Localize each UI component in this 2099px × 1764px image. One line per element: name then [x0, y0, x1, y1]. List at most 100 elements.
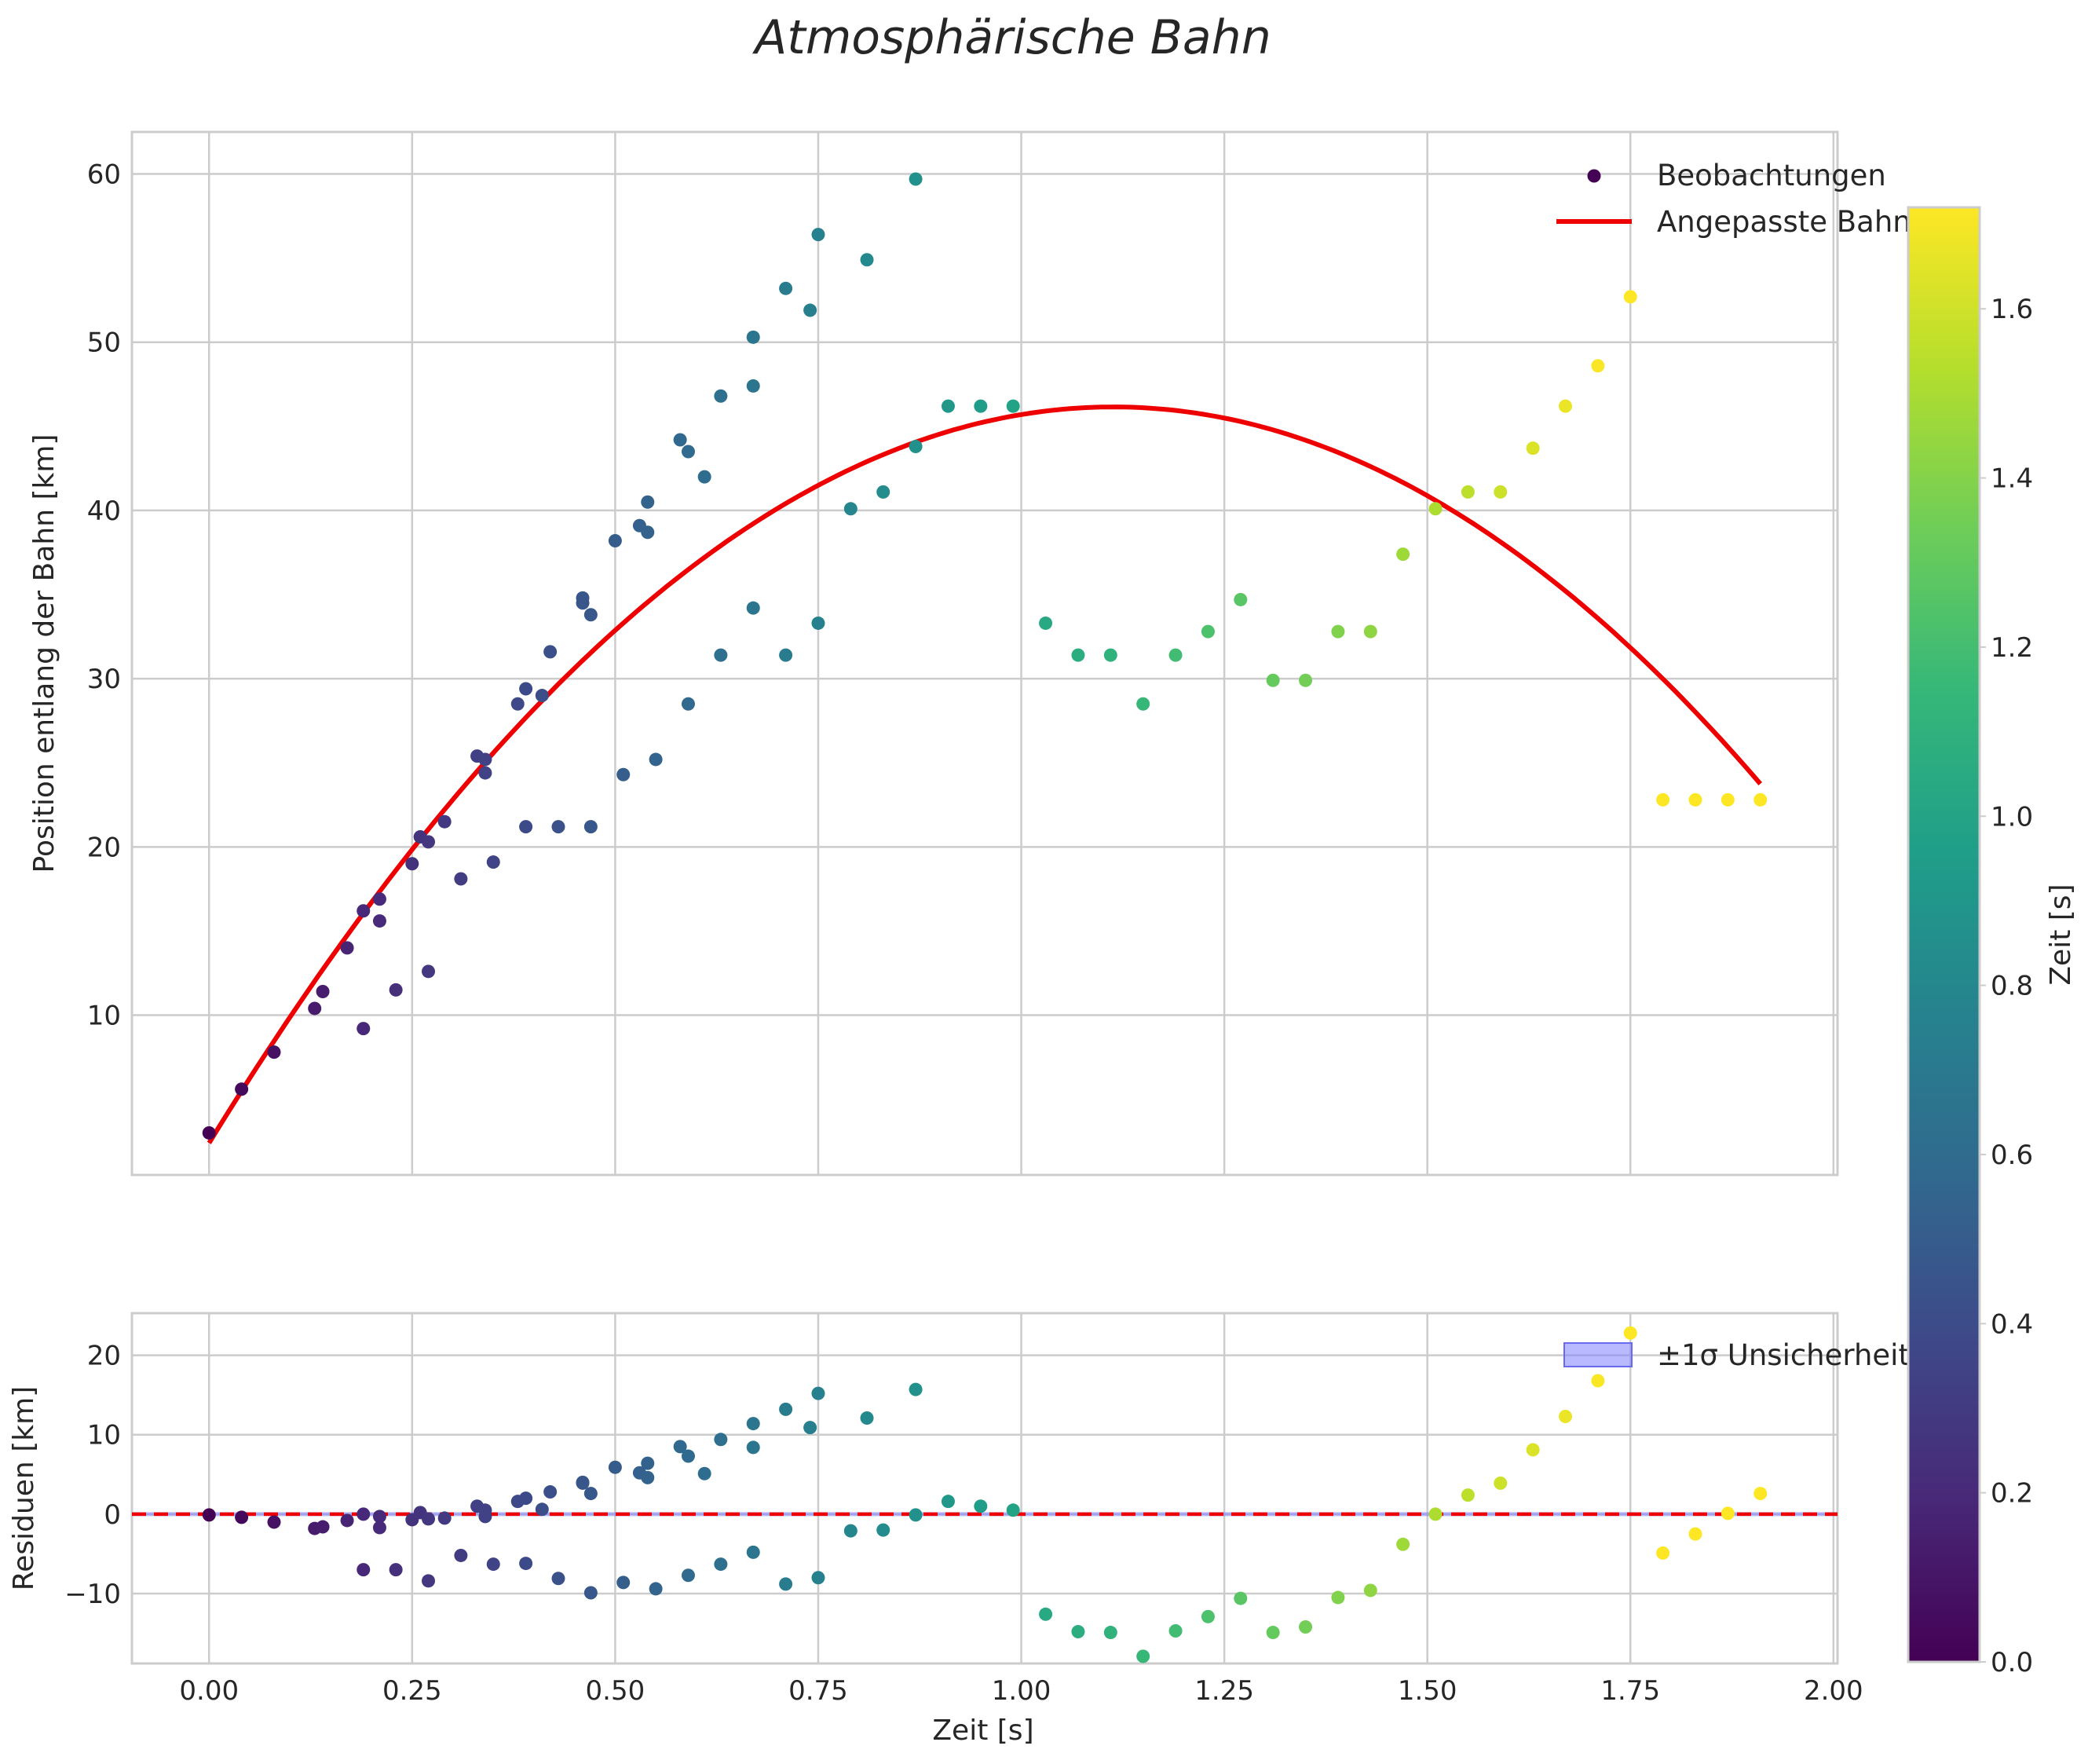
- y-axis-label: Residuen [km]: [8, 1386, 40, 1590]
- residual-point: [1559, 1409, 1573, 1423]
- residual-point: [673, 1440, 687, 1454]
- x-tick-label: 0.25: [382, 1675, 442, 1707]
- residual-point: [583, 1586, 598, 1600]
- observation-point: [1494, 485, 1508, 499]
- residual-point: [357, 1563, 371, 1577]
- observation-point: [576, 596, 590, 610]
- observation-point: [437, 814, 452, 829]
- observation-point: [746, 330, 760, 344]
- residual-point: [746, 1440, 760, 1455]
- observation-point: [909, 172, 923, 186]
- observation-point: [649, 752, 663, 767]
- residual-point: [1721, 1506, 1735, 1521]
- residual-point: [714, 1557, 728, 1572]
- residual-point: [714, 1433, 728, 1447]
- observation-point: [941, 399, 955, 413]
- residual-point: [267, 1515, 281, 1529]
- residual-point: [583, 1487, 598, 1501]
- colorbar: 0.0 0.2 0.4 0.6 0.8 1.0 1.2 1.4 1.6 Zeit [s]: [1907, 206, 2077, 1678]
- observation-point: [1753, 792, 1768, 807]
- observation-point: [909, 440, 923, 454]
- observation-point: [519, 820, 533, 834]
- residual-point: [1006, 1503, 1020, 1517]
- legend: Beobachtungen Angepasste Bahn: [1556, 159, 1911, 239]
- x-tick-label: 1.25: [1194, 1675, 1254, 1707]
- x-tick-label: 0.50: [586, 1675, 645, 1707]
- observation-point: [519, 682, 533, 696]
- observation-point: [616, 767, 631, 781]
- colorbar-tick-label: 1.0: [1991, 801, 2033, 833]
- observation-point: [389, 983, 403, 997]
- colorbar-tick-label: 1.6: [1991, 294, 2033, 325]
- x-tick-label: 1.00: [992, 1675, 1051, 1707]
- observation-point: [681, 697, 695, 711]
- observation-point: [1656, 792, 1670, 807]
- residual-point: [746, 1545, 760, 1559]
- residual-point: [1071, 1625, 1085, 1639]
- residual-point: [437, 1511, 452, 1525]
- residual-point: [1039, 1607, 1053, 1621]
- residual-point: [389, 1563, 403, 1577]
- observation-point: [1103, 648, 1117, 662]
- residual-point: [941, 1495, 955, 1509]
- residual-point: [1688, 1527, 1702, 1541]
- residual-panel: −10 0 10 20 0.00 0.25 0.50 0.75 1.00 1.25 1.50 1.75…: [8, 1312, 1910, 1707]
- residual-point: [316, 1520, 330, 1534]
- observation-point: [779, 648, 793, 662]
- colorbar-tick-label: 0.6: [1991, 1140, 2033, 1171]
- observation-point: [372, 914, 386, 928]
- residual-point: [519, 1491, 533, 1506]
- residual-point: [357, 1507, 371, 1521]
- y-axis-label: Position entlang der Bahn [km]: [28, 434, 60, 873]
- observation-point: [267, 1045, 281, 1059]
- residual-point: [1299, 1619, 1313, 1634]
- residual-point: [876, 1523, 890, 1537]
- residual-point: [779, 1402, 793, 1416]
- observation-point: [405, 857, 419, 871]
- residual-point: [1656, 1546, 1670, 1560]
- colorbar-tick-label: 0.2: [1991, 1478, 2033, 1510]
- legend-marker-observations: [1587, 169, 1601, 183]
- residual-point: [779, 1577, 793, 1591]
- colorbar-label: Zeit [s]: [2045, 884, 2077, 985]
- residual-point: [860, 1411, 874, 1425]
- residual-point: [616, 1576, 631, 1590]
- observation-point: [608, 533, 622, 547]
- y-tick-label: 30: [87, 664, 121, 695]
- residual-point: [681, 1449, 695, 1463]
- observation-point: [340, 941, 354, 955]
- observation-point: [478, 752, 492, 767]
- observation-point: [641, 525, 655, 540]
- residual-point: [803, 1421, 817, 1435]
- observation-point: [1396, 547, 1410, 562]
- legend-label: Beobachtungen: [1657, 159, 1886, 192]
- residual-point: [422, 1574, 436, 1588]
- colorbar-scale: [1907, 206, 1981, 1663]
- residual-point: [811, 1571, 825, 1585]
- residual-point: [422, 1512, 436, 1526]
- residual-point: [843, 1524, 858, 1538]
- observation-point: [843, 502, 858, 516]
- residual-point: [974, 1499, 988, 1513]
- observation-point: [1299, 673, 1313, 687]
- residual-point: [1494, 1476, 1508, 1490]
- observation-point: [543, 645, 558, 659]
- colorbar-tick-label: 1.4: [1991, 463, 2033, 495]
- observation-point: [1168, 648, 1183, 662]
- observation-point: [697, 470, 711, 484]
- residual-point: [340, 1513, 354, 1528]
- x-tick-label: 0.00: [179, 1675, 239, 1707]
- residual-point: [372, 1510, 386, 1524]
- observation-point: [422, 964, 436, 979]
- residual-point: [235, 1510, 249, 1524]
- x-tick-label: 1.75: [1600, 1675, 1660, 1707]
- observation-point: [235, 1082, 249, 1096]
- observation-point: [357, 1022, 371, 1036]
- legend-label: ±1σ Unsicherheit: [1657, 1338, 1910, 1372]
- observation-point: [811, 616, 825, 630]
- colorbar-tick-label: 0.8: [1991, 971, 2033, 1002]
- x-axis-label: Zeit [s]: [932, 1715, 1033, 1747]
- observation-point: [811, 228, 825, 242]
- observation-point: [1136, 697, 1150, 711]
